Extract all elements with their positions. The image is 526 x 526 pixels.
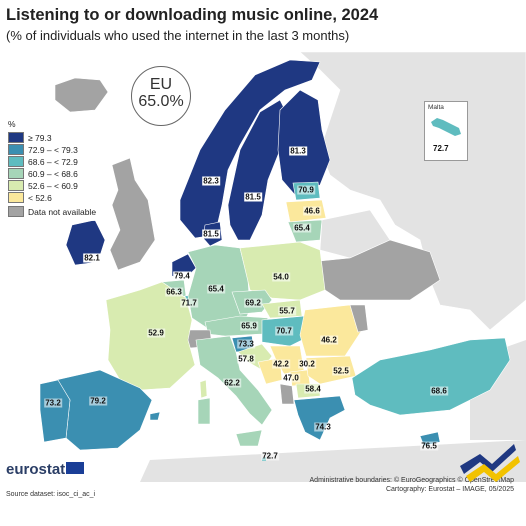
legend-swatch [8, 180, 24, 191]
legend-label: 60.9 – < 68.6 [28, 168, 78, 179]
value-label-france: 52.9 [147, 328, 165, 338]
legend-label: Data not available [28, 206, 97, 217]
legend-item: ≥ 79.3 [8, 132, 96, 143]
value-label-finland: 81.3 [289, 146, 307, 156]
value-label-hungary: 70.7 [275, 326, 293, 336]
legend-title: % [8, 119, 16, 129]
value-label-poland: 54.0 [272, 272, 290, 282]
eu-average-badge: EU 65.0% [131, 66, 191, 126]
value-label-ireland: 82.1 [83, 253, 101, 263]
legend-item: 52.6 – < 60.9 [8, 180, 96, 191]
balearic [149, 411, 161, 421]
albania [279, 383, 295, 405]
value-label-cyprus: 76.5 [420, 441, 438, 451]
value-label-estonia: 70.9 [297, 185, 315, 195]
eurostat-wave-icon [460, 444, 520, 482]
value-label-malta-main: 72.7 [261, 451, 279, 461]
value-label-luxembourg: 71.7 [180, 298, 198, 308]
value-label-italy: 62.2 [223, 378, 241, 388]
value-label-bulgaria: 52.5 [332, 366, 350, 376]
value-label-denmark: 81.5 [202, 229, 220, 239]
value-label-croatia: 57.8 [237, 354, 255, 364]
moldova [349, 304, 369, 333]
source-note: Source dataset: isoc_ci_ac_i [6, 491, 96, 498]
north-africa [140, 440, 526, 482]
legend-swatch [8, 206, 24, 217]
eu-label: EU [149, 76, 173, 93]
portugal [39, 379, 71, 443]
legend-item: 72.9 – < 79.3 [8, 144, 96, 155]
credit-cartography: Cartography: Eurostat – IMAGE, 05/2025 [385, 486, 514, 493]
eu-flag-icon [66, 462, 84, 474]
value-label-kosovo: 30.2 [298, 359, 316, 369]
finland [277, 89, 331, 196]
value-label-slovakia: 55.7 [278, 306, 296, 316]
bulgaria [305, 355, 357, 385]
value-label-romania: 46.2 [320, 335, 338, 345]
turkiye [351, 337, 511, 416]
legend-label: 52.6 – < 60.9 [28, 180, 78, 191]
legend-item-not-available: Data not available [8, 206, 96, 217]
value-label-turkiye: 68.6 [430, 386, 448, 396]
eu-value: 65.0% [138, 93, 184, 110]
legend-label: 72.9 – < 79.3 [28, 144, 78, 155]
value-label-portugal: 73.2 [44, 398, 62, 408]
value-label-bosnia: 47.0 [282, 373, 300, 383]
value-label-lithuania: 65.4 [293, 223, 311, 233]
value-label-austria: 65.9 [240, 321, 258, 331]
sicily [235, 429, 263, 447]
russia-region [299, 52, 526, 331]
legend: % ≥ 79.3 72.9 – < 79.3 68.6 – < 72.9 60.… [6, 117, 101, 221]
legend-item: 68.6 – < 72.9 [8, 156, 96, 167]
sardinia [197, 397, 211, 425]
value-label-latvia: 46.6 [303, 206, 321, 216]
value-label-north-macedonia: 58.4 [304, 384, 322, 394]
legend-label: < 52.6 [28, 192, 52, 203]
credits: Administrative boundaries: © EuroGeograp… [310, 476, 514, 494]
value-label-czechia: 69.2 [244, 298, 262, 308]
malta-shape [431, 118, 461, 136]
value-label-greece: 74.3 [314, 422, 332, 432]
malta-inset: Malta 72.7 [424, 101, 468, 161]
value-label-belgium: 66.3 [165, 287, 183, 297]
legend-swatch [8, 168, 24, 179]
iceland [54, 77, 109, 113]
value-label-netherlands: 79.4 [173, 271, 191, 281]
legend-label: 68.6 – < 72.9 [28, 156, 78, 167]
value-label-serbia: 42.2 [272, 359, 290, 369]
legend-swatch [8, 144, 24, 155]
ukraine [309, 239, 441, 301]
malta-inset-value: 72.7 [433, 144, 449, 153]
united-kingdom [109, 157, 156, 271]
legend-label: ≥ 79.3 [28, 132, 52, 143]
legend-swatch [8, 132, 24, 143]
value-label-spain: 79.2 [89, 396, 107, 406]
value-label-norway: 82.3 [202, 176, 220, 186]
value-label-sweden: 81.5 [244, 192, 262, 202]
sweden [227, 99, 291, 241]
page-subtitle: (% of individuals who used the internet … [6, 28, 350, 43]
credit-boundaries: Administrative boundaries: © EuroGeograp… [309, 477, 514, 484]
malta-inset-title: Malta [428, 104, 444, 111]
legend-item: < 52.6 [8, 192, 96, 203]
eurostat-logo-text: eurostat [6, 461, 66, 478]
value-label-slovenia: 73.3 [237, 339, 255, 349]
value-label-germany: 65.4 [207, 284, 225, 294]
legend-swatch [8, 156, 24, 167]
legend-item: 60.9 – < 68.6 [8, 168, 96, 179]
corsica [199, 379, 208, 399]
page-title: Listening to or downloading music online… [6, 6, 379, 24]
legend-swatch [8, 192, 24, 203]
